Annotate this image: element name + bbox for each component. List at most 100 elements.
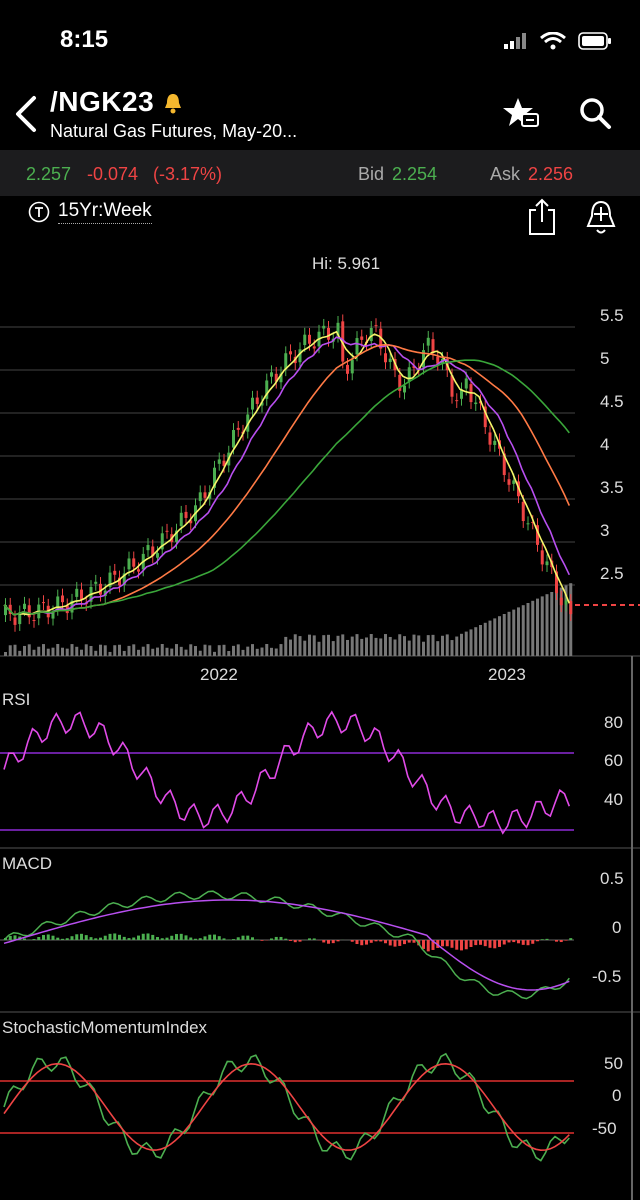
macd-histogram-bar xyxy=(246,935,250,940)
volume-bar xyxy=(293,634,297,656)
price-tick-label: 5 xyxy=(600,349,609,368)
candle-body xyxy=(507,479,511,485)
macd-histogram-bar xyxy=(298,940,302,942)
volume-bar xyxy=(412,634,416,656)
macd-histogram-bar xyxy=(308,938,311,940)
smi-label: StochasticMomentumIndex xyxy=(2,1018,208,1037)
macd-histogram-bar xyxy=(236,937,240,940)
candle-body xyxy=(303,334,307,346)
candle-body xyxy=(403,385,406,393)
volume-bar xyxy=(127,645,131,656)
volume-bar xyxy=(118,644,121,656)
volume-bar xyxy=(32,649,36,656)
candle-body xyxy=(255,397,259,404)
volume-bar xyxy=(213,651,216,656)
candle-body xyxy=(260,402,264,406)
candle-body xyxy=(483,406,487,428)
volume-bar xyxy=(227,651,231,656)
volume-bar xyxy=(360,638,364,656)
volume-bar xyxy=(94,650,98,656)
candle-body xyxy=(13,617,17,625)
volume-bar xyxy=(564,585,568,656)
macd-histogram-bar xyxy=(502,940,506,945)
macd-histogram-bar xyxy=(369,940,373,943)
bid-label: Bid xyxy=(358,164,385,184)
macd-histogram-bar xyxy=(384,940,387,944)
x-tick-2022: 2022 xyxy=(200,665,238,684)
volume-bar xyxy=(488,620,492,656)
candle-body xyxy=(146,545,150,551)
volume-bar xyxy=(13,644,17,656)
macd-histogram-bar xyxy=(84,935,88,940)
candle-body xyxy=(42,602,45,604)
candle-body xyxy=(94,581,98,584)
candle-body xyxy=(388,358,392,363)
net-change: -0.074 xyxy=(87,164,139,184)
candle-body xyxy=(474,402,478,405)
macd-histogram-bar xyxy=(156,937,159,940)
add-alert-icon[interactable] xyxy=(584,198,618,236)
macd-histogram-bar xyxy=(403,940,406,945)
volume-bar xyxy=(365,637,368,656)
macd-tick-zero: 0 xyxy=(612,918,621,937)
volume-bar xyxy=(241,649,245,656)
macd-histogram-bar xyxy=(198,938,202,940)
volume-bar xyxy=(270,647,273,656)
macd-histogram-bar xyxy=(99,937,102,940)
ask-label: Ask xyxy=(490,164,521,184)
candle-body xyxy=(56,596,60,609)
volume-bar xyxy=(232,645,235,656)
macd-histogram-bar xyxy=(194,938,197,940)
price-tick-label: 3.5 xyxy=(600,478,624,497)
volume-bar xyxy=(298,636,302,656)
volume-bar xyxy=(559,587,563,656)
candle-body xyxy=(350,359,354,374)
smi-tick-pos: 50 xyxy=(604,1054,623,1073)
status-time: 8:15 xyxy=(60,26,109,53)
volume-bar xyxy=(23,645,26,656)
smi-tick-neg: -50 xyxy=(592,1119,617,1138)
alert-bell-icon[interactable] xyxy=(164,92,182,114)
candle-body xyxy=(426,337,430,346)
watchlist-star-icon[interactable] xyxy=(502,96,542,132)
volume-bar xyxy=(251,644,254,656)
macd-histogram-bar xyxy=(179,933,183,940)
volume-bar xyxy=(179,646,183,656)
chart-canvas[interactable]: Hi: 5.961 5.554.543.532.5 2022 2023 RSI … xyxy=(0,240,640,1200)
candle-body xyxy=(545,561,549,566)
macd-histogram-bar xyxy=(426,940,430,952)
macd-histogram-bar xyxy=(450,940,454,948)
macd-histogram-bar xyxy=(412,940,416,943)
candle-body xyxy=(179,512,183,527)
rsi-tick-40: 40 xyxy=(604,790,623,809)
volume-bar xyxy=(507,611,511,656)
smi-signal-line xyxy=(3,1062,570,1152)
macd-histogram-bar xyxy=(379,940,383,942)
candle-body xyxy=(431,339,435,353)
volume-bar xyxy=(407,640,411,656)
timeframe-selector[interactable]: 15Yr:Week xyxy=(28,200,152,224)
candle-body xyxy=(122,573,126,586)
macd-histogram-bar xyxy=(293,940,297,943)
volume-bar xyxy=(350,636,354,656)
price-tick-label: 3 xyxy=(600,521,609,540)
candle-body xyxy=(279,373,283,383)
candle-body xyxy=(464,378,468,389)
share-icon[interactable] xyxy=(526,198,558,236)
search-icon[interactable] xyxy=(578,96,612,130)
candle-body xyxy=(80,589,83,600)
volume-bar xyxy=(56,644,60,656)
macd-histogram-bar xyxy=(127,938,131,940)
macd-histogram-bar xyxy=(398,940,402,946)
candle-body xyxy=(536,525,539,545)
volume-bar xyxy=(460,633,463,656)
volume-bar xyxy=(194,646,197,656)
price-tick-label: 5.5 xyxy=(600,306,624,325)
back-chevron-icon[interactable] xyxy=(12,94,42,134)
macd-histogram-bar xyxy=(80,933,83,940)
volume-bar xyxy=(165,647,169,656)
volume-bar xyxy=(317,641,321,656)
macd-histogram-bar xyxy=(37,936,41,940)
volume-bar xyxy=(555,589,558,656)
rsi-tick-60: 60 xyxy=(604,751,623,770)
